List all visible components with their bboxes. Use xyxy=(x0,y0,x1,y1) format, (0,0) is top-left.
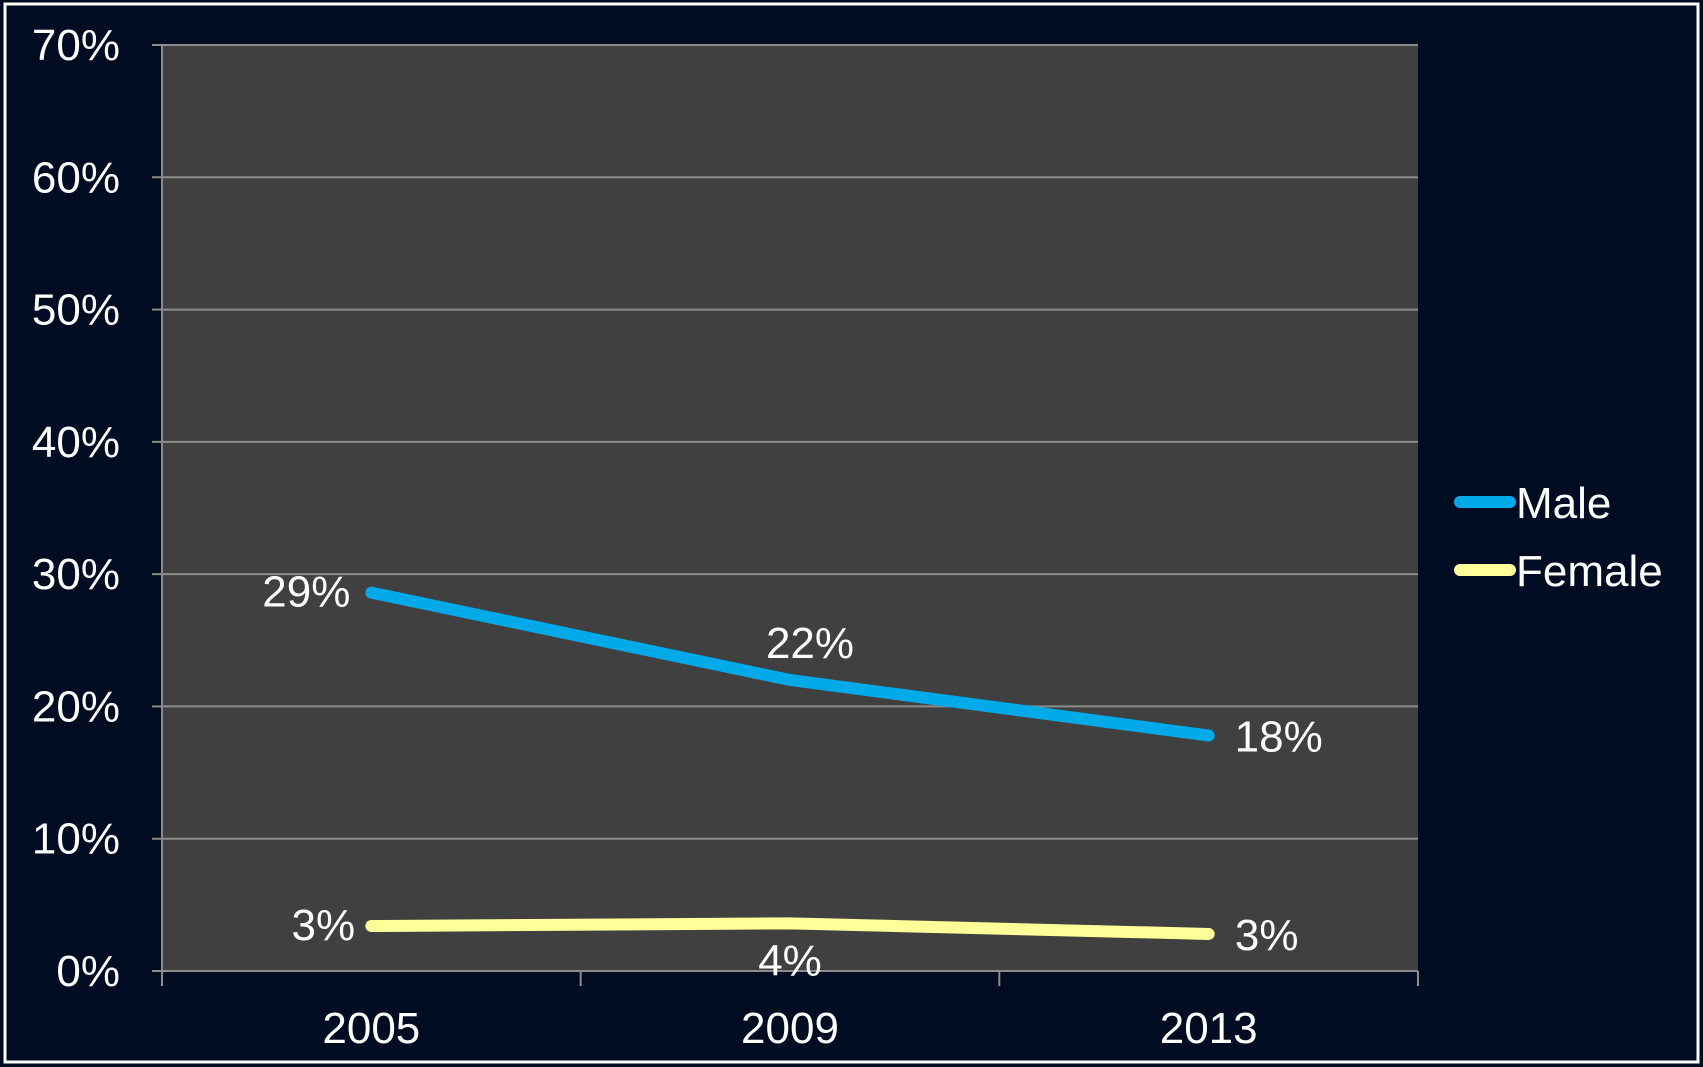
series-line-male xyxy=(365,586,1215,742)
x-tick-label: 2005 xyxy=(322,1004,420,1053)
series-line-female xyxy=(365,917,1215,940)
plot-area xyxy=(162,45,1418,971)
y-axis-tick-labels: 0% 10% 20% 30% 40% 50% 60% 70% xyxy=(32,21,120,996)
data-label-female: 3% xyxy=(1235,911,1299,960)
y-tick-label: 10% xyxy=(32,815,120,864)
data-labels: 29% 22% 18% 3% 4% 3% xyxy=(262,568,1322,986)
y-tick-label: 30% xyxy=(32,550,120,599)
y-tick-label: 20% xyxy=(32,682,120,731)
legend: Male Female xyxy=(1454,479,1663,596)
series-lines xyxy=(365,586,1215,940)
data-label-male: 22% xyxy=(766,619,854,668)
x-tick-label: 2013 xyxy=(1160,1004,1258,1053)
legend-label-female: Female xyxy=(1516,547,1663,596)
axes xyxy=(152,44,1419,986)
grid-lines xyxy=(162,44,1418,840)
x-tick-label: 2009 xyxy=(741,1004,839,1053)
data-label-male: 18% xyxy=(1235,713,1323,762)
data-label-female: 4% xyxy=(758,936,822,985)
legend-label-male: Male xyxy=(1516,479,1611,528)
y-tick-label: 70% xyxy=(32,21,120,70)
y-tick-label: 40% xyxy=(32,418,120,467)
data-label-male: 29% xyxy=(262,568,350,617)
y-tick-label: 50% xyxy=(32,286,120,335)
data-label-female: 3% xyxy=(292,901,356,950)
y-tick-label: 0% xyxy=(56,947,120,996)
y-tick-label: 60% xyxy=(32,153,120,202)
chart-outer-border xyxy=(3,2,1700,1064)
x-axis-tick-labels: 2005 2009 2013 xyxy=(322,1004,1257,1053)
